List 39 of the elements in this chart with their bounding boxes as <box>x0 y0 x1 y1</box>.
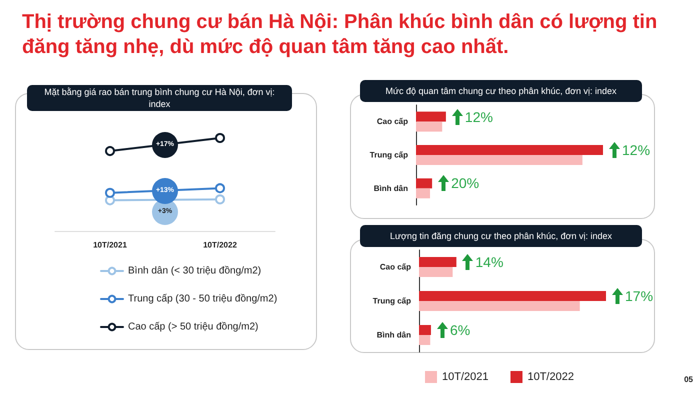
point <box>215 133 225 143</box>
y-tick-label: Trung cấp <box>372 296 412 306</box>
point <box>105 188 115 198</box>
legend-label: Bình dân (< 30 triệu đồng/m2) <box>128 266 262 276</box>
legend-label: Cao cấp (> 50 triệu đồng/m2) <box>128 322 258 332</box>
bar <box>416 122 442 132</box>
y-tick-label: Bình dân <box>374 184 408 193</box>
bar <box>416 155 582 165</box>
bar <box>419 257 456 267</box>
legend-label: Trung cấp (30 - 50 triệu đồng/m2) <box>128 294 278 304</box>
y-tick-label: Cao cấp <box>376 117 408 126</box>
chart-title: Mức độ quan tâm chung cư theo phân khúc, đơn vị: index <box>360 80 642 102</box>
bar <box>416 178 432 188</box>
text: 05 <box>684 375 693 384</box>
annotation: 6% <box>450 322 470 338</box>
bar <box>419 301 580 311</box>
annotation: 17% <box>625 288 654 304</box>
annotation: 12% <box>464 108 493 125</box>
bar <box>416 188 430 198</box>
bar <box>419 335 430 345</box>
bar <box>419 267 453 277</box>
annotation: 14% <box>475 254 504 270</box>
y-tick-label: Cao cấp <box>380 262 412 272</box>
chart-subtitle: Mặt bằng giá rao bán trung bình chung cư Hà Nội, đơn vị: index <box>27 85 292 111</box>
point <box>105 146 115 156</box>
bar <box>416 145 603 155</box>
legend-label: 10T/2021 <box>442 371 488 383</box>
bar <box>419 291 606 301</box>
annotation: 12% <box>622 142 650 158</box>
point <box>215 183 225 194</box>
legend-label: 10T/2022 <box>527 371 574 383</box>
bar <box>416 112 446 122</box>
y-tick-label: Trung cấp <box>370 150 408 160</box>
text: Thị trường chung cư bán Hà Nội: Phân khúc bình dân có lượng tin đăng tăng nhẹ, dù mức độ quan tâm tăng cao nhất. <box>22 10 658 60</box>
annotation: 20% <box>451 175 480 192</box>
bar <box>419 325 431 335</box>
point <box>215 194 225 204</box>
chart-title: Lượng tin đăng chung cư theo phân khúc, đơn vị: index <box>360 225 642 247</box>
y-tick-label: Bình dân <box>376 330 412 340</box>
